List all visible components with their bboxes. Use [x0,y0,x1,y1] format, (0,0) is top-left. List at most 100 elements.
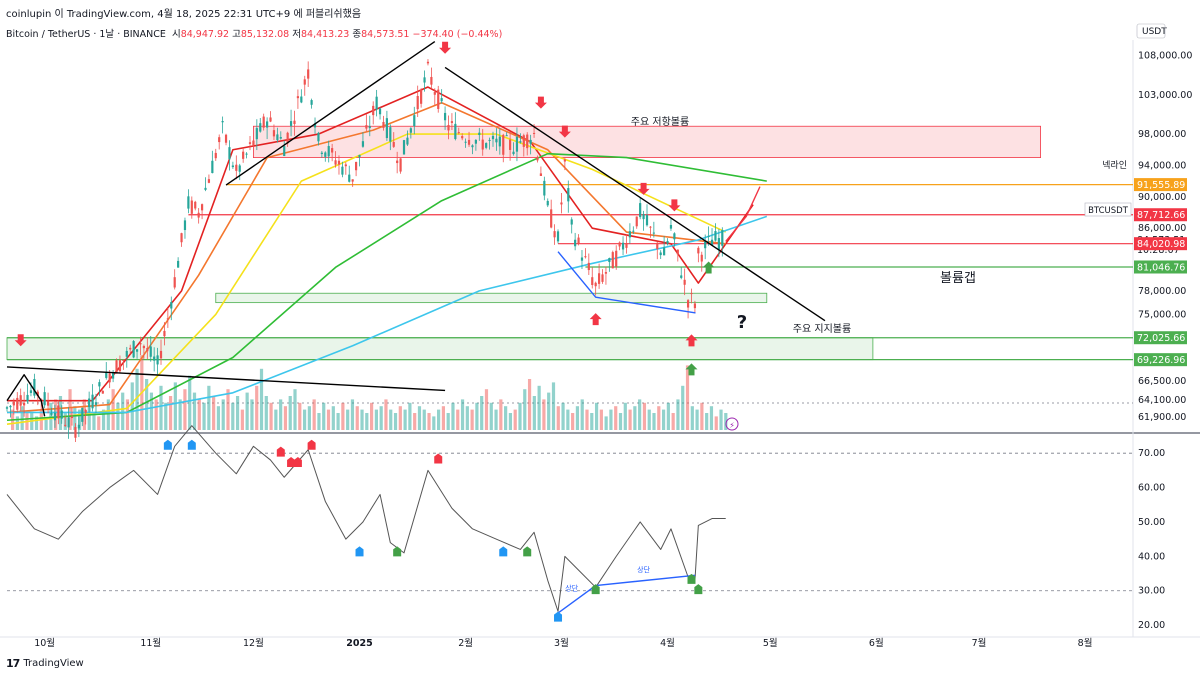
volume-bar [317,413,321,430]
volume-bar [336,413,340,430]
ma-line [7,86,754,402]
candle [498,136,501,147]
candle [276,134,279,141]
rsi-blue-marker [499,546,508,557]
candle [259,123,262,132]
candle [108,373,111,383]
volume-bar [288,396,292,430]
volume-bar [661,409,666,430]
down-arrow-icon [439,41,452,54]
candle [248,142,252,144]
candle [399,158,402,172]
volume-bar [384,399,388,430]
volume-bar [451,402,455,430]
candle [454,123,457,140]
candle [608,258,611,263]
candle [344,164,347,167]
rsi-tick-label: 20.00 [1138,620,1165,631]
candle [235,164,238,171]
candle [515,136,519,152]
candle [348,174,351,182]
candle [485,143,488,148]
low-label: 저 [292,29,301,40]
currency-box [1136,23,1166,39]
time-tick-label: 11월 [140,637,161,649]
candle [26,394,29,402]
volume-bar [408,402,412,430]
symbol-label[interactable]: Bitcoin / TetherUS · 1날 · BINANCE [6,29,166,40]
candle [163,330,166,337]
volume-bar [240,409,244,430]
candle [389,127,392,142]
candle [680,275,683,278]
candle [187,196,190,209]
candle [625,243,628,248]
candle [512,151,515,155]
volume-bar [580,399,584,430]
volume-bar [398,406,402,430]
volume-bar [145,379,149,430]
volume-bar [618,413,623,430]
volume-bar [255,385,259,430]
volume-bar [360,409,364,430]
volume-bar [652,413,656,430]
price-tick-label: 90,000.00 [1138,192,1186,203]
candle [611,252,614,269]
volume-bar [173,382,177,430]
volume-bar [427,413,431,430]
volume-bar [264,396,268,430]
candle [91,394,94,409]
ma-line [6,133,727,425]
volume-bar [355,406,359,430]
candle [242,151,245,159]
candle [601,274,604,282]
candle [337,160,341,165]
volume-bar [475,402,479,430]
candle [23,402,26,406]
candle [618,242,621,247]
candle [659,252,662,256]
brand-label: TradingView [23,658,84,669]
candle [673,233,676,240]
price-tick-label: 94,000.00 [1138,160,1186,171]
candle [177,260,180,268]
candle [615,250,618,267]
volume-bar [212,396,216,430]
time-tick-label: 10월 [34,637,55,649]
candle [94,402,98,405]
volume-bar [460,399,465,430]
time-tick-label: 8월 [1078,637,1093,649]
volume-bar [585,409,589,430]
candle [632,230,635,232]
volume-bar [527,379,532,430]
candle [481,139,484,150]
candle [33,378,36,396]
up-arrow-icon [685,334,698,347]
candle [194,201,197,209]
price-label: 69,226.96 [1137,355,1185,366]
volume-bar [283,406,288,430]
resistance-zone [253,125,1041,158]
candle [70,416,74,419]
candle [5,407,9,409]
rsi-tick-label: 40.00 [1138,551,1165,562]
volume-bar [269,402,273,430]
candle [639,203,642,218]
volume-bar [341,402,345,430]
candle [478,132,481,135]
candle [129,347,132,350]
candle [372,105,375,116]
ticker-tag-bg [1084,202,1132,217]
rsi-red-marker [287,456,296,467]
volume-bar [494,409,498,430]
candle [597,273,601,284]
candle [652,232,655,234]
candle [262,116,265,128]
rsi-tick-label: 50.00 [1138,517,1165,528]
rsi-blue-marker [355,546,364,557]
candle [139,343,142,345]
rsi-divergence-line [557,574,695,614]
candle [704,241,707,249]
candle [580,257,584,261]
